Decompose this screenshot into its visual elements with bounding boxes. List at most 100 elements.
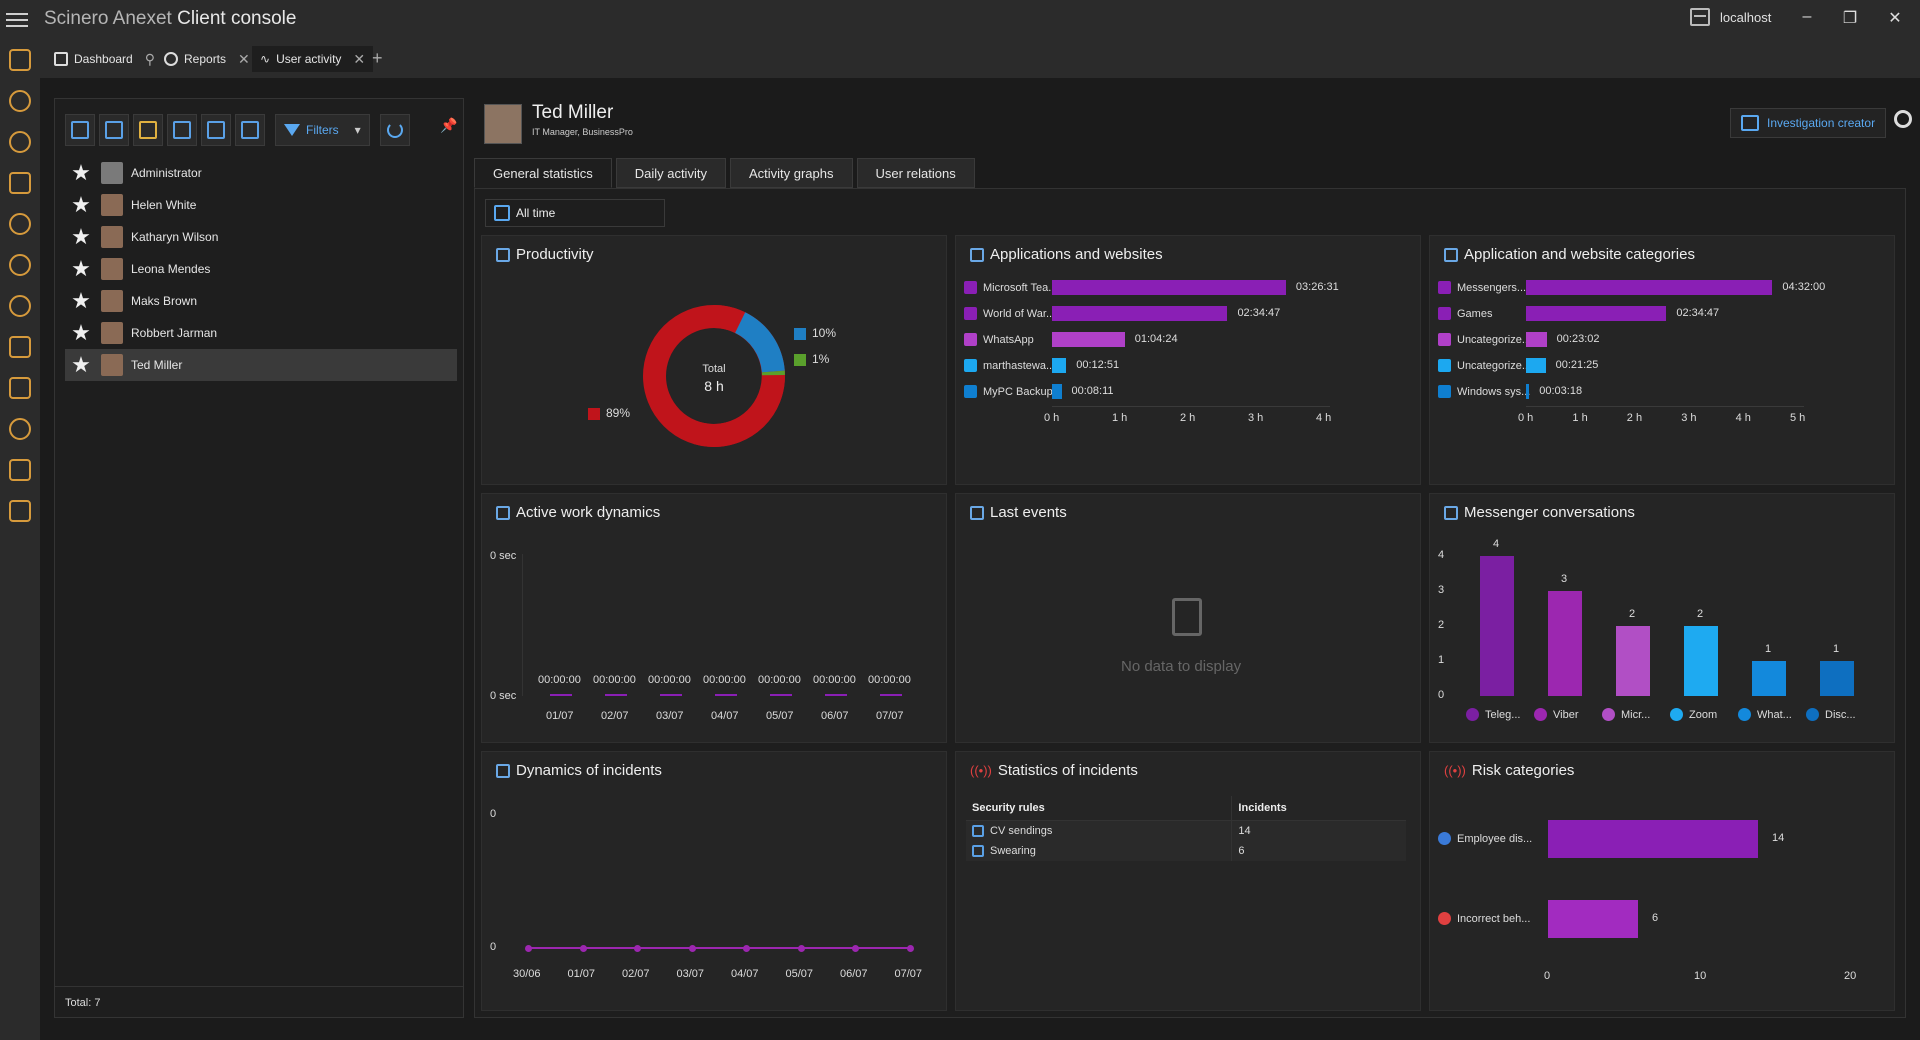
bar[interactable] [1752,661,1786,696]
star-icon[interactable]: ★ [71,224,91,249]
user-list-item[interactable]: ★ Robbert Jarman [65,317,457,349]
filters-button[interactable]: Filters ▾ [275,114,370,146]
app-icon [964,281,977,294]
departments-view-button[interactable] [201,114,231,146]
y-tick-label: 2 [1438,619,1445,631]
dashboard-nav-icon[interactable] [9,49,31,71]
data-point[interactable] [852,945,859,952]
restore-button[interactable]: ❐ [1842,10,1858,27]
bar[interactable] [1526,306,1667,321]
data-point[interactable] [579,945,587,952]
star-icon[interactable]: ★ [71,352,91,377]
user-list-item[interactable]: ★ Leona Mendes [65,253,457,285]
star-icon[interactable]: ★ [71,160,91,185]
pin-panel-icon[interactable]: 📌 [440,117,458,133]
bar[interactable] [1052,306,1228,321]
bar[interactable] [1548,591,1582,696]
minimize-button[interactable]: – [1802,8,1812,25]
tab-user-relations[interactable]: User relations [856,158,975,188]
star-icon[interactable]: ★ [71,256,91,281]
date-range-selector[interactable]: All time [485,199,665,227]
chat-icon [1444,505,1458,520]
bar[interactable] [1616,626,1650,696]
bar[interactable] [660,694,682,696]
bar[interactable] [825,694,847,696]
data-point[interactable] [525,945,532,952]
last-events-card: Last events No data to display [955,493,1421,743]
bar[interactable] [1480,556,1514,696]
bar[interactable] [1548,820,1758,858]
user-list-item[interactable]: ★ Katharyn Wilson [65,221,457,253]
bar[interactable] [1052,358,1067,373]
data-point[interactable] [743,945,750,952]
bar[interactable] [1548,900,1638,938]
tab-reports[interactable]: Reports ✕ [156,46,258,72]
investigation-creator-button[interactable]: Investigation creator [1730,108,1887,138]
users-view-button[interactable] [99,114,129,146]
server-indicator[interactable]: localhost [1690,8,1771,26]
pin-icon[interactable]: ⚲ [144,50,155,67]
list-view-button[interactable] [167,114,197,146]
bar[interactable] [770,694,792,696]
data-point[interactable] [634,945,641,952]
table-row[interactable]: Swearing 6 [966,841,1406,862]
user-list-item[interactable]: ★ Helen White [65,189,457,221]
chevron-down-icon[interactable]: ▾ [354,123,361,137]
search-nav-icon[interactable] [9,90,31,112]
x-tick-label: 06/07 [840,968,868,980]
settings-nav-icon[interactable] [9,459,31,481]
bar[interactable] [715,694,737,696]
bar[interactable] [880,694,902,696]
groups-view-button[interactable] [133,114,163,146]
user-list-item[interactable]: ★ Ted Miller [65,349,457,381]
bar[interactable] [1052,332,1125,347]
star-icon[interactable]: ★ [71,320,91,345]
bar[interactable] [1526,384,1530,399]
reports-nav-icon[interactable] [9,254,31,276]
eye-nav-icon[interactable] [9,418,31,440]
bar[interactable] [1526,358,1546,373]
menu-icon[interactable] [6,10,28,30]
messenger-icon [1670,708,1683,721]
data-point[interactable] [906,945,914,952]
tab-activity-graphs[interactable]: Activity graphs [729,158,853,188]
risk-nav-icon[interactable] [9,336,31,358]
archive-nav-icon[interactable] [9,377,31,399]
bar[interactable] [1820,661,1854,696]
close-window-button[interactable]: ✕ [1888,10,1902,27]
computers-view-button[interactable] [65,114,95,146]
star-icon[interactable]: ★ [71,192,91,217]
tab-daily-activity[interactable]: Daily activity [615,158,726,188]
user-activity-nav-icon[interactable] [9,213,31,235]
bar-label: Employee dis... [1438,832,1532,845]
close-tab-icon[interactable]: ✕ [238,50,250,67]
star-icon[interactable]: ★ [71,288,91,313]
tab-dashboard[interactable]: Dashboard ⚲ [46,46,163,72]
screen-nav-icon[interactable] [9,500,31,522]
gear-icon[interactable] [1894,110,1912,128]
data-point[interactable] [797,945,805,952]
security-nav-icon[interactable] [9,295,31,317]
bar[interactable] [605,694,627,696]
bar[interactable] [1526,332,1547,347]
close-tab-icon[interactable]: ✕ [353,50,366,67]
data-point[interactable] [688,945,696,952]
bar[interactable] [550,694,572,696]
tab-general-statistics[interactable]: General statistics [474,158,612,188]
table-row[interactable]: CV sendings 14 [966,820,1406,842]
add-tab-button[interactable]: + [372,48,383,68]
x-tick-label: 02/07 [622,968,650,980]
refresh-button[interactable] [379,114,410,146]
user-computer-button[interactable] [235,114,265,146]
x-tick-label: 0 [1544,970,1551,982]
user-list-item[interactable]: ★ Maks Brown [65,285,457,317]
bar-label: Messengers... [1438,281,1526,294]
bar[interactable] [1052,384,1062,399]
bar[interactable] [1684,626,1718,696]
user-list-item[interactable]: ★ Administrator [65,157,457,189]
tab-user-activity[interactable]: ∿ User activity ✕ [252,46,374,72]
gallery-nav-icon[interactable] [9,172,31,194]
monitor-nav-icon[interactable] [9,131,31,153]
bar[interactable] [1052,280,1286,295]
bar[interactable] [1526,280,1773,295]
